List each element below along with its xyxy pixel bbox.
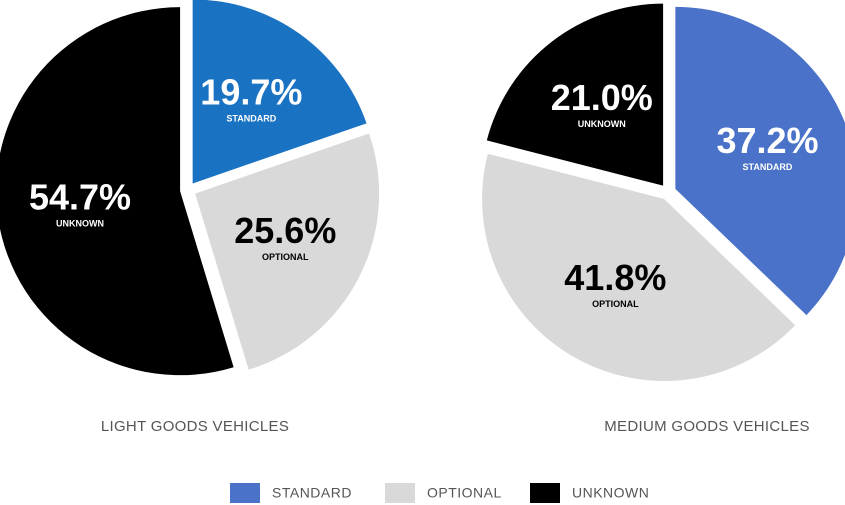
slice-label: OPTIONAL: [592, 299, 639, 309]
chart-title: LIGHT GOODS VEHICLES: [101, 418, 289, 435]
value-label: 37.2%: [716, 120, 818, 161]
legend-label: STANDARD: [272, 485, 352, 501]
slice-label: STANDARD: [743, 162, 793, 172]
chart-title: MEDIUM GOODS VEHICLES: [604, 418, 810, 435]
legend-swatch: [230, 483, 260, 503]
legend-label: OPTIONAL: [427, 485, 502, 501]
value-label: 21.0%: [551, 77, 653, 118]
slice-label: UNKNOWN: [56, 218, 104, 228]
pie-slice: [482, 153, 796, 381]
pie-slice: [192, 0, 367, 184]
legend-swatch: [530, 483, 560, 503]
slice-label: STANDARD: [226, 113, 276, 123]
pie-slice: [195, 133, 380, 370]
pie-slice: [486, 3, 664, 186]
legend-swatch: [385, 483, 415, 503]
slice-label: OPTIONAL: [262, 252, 309, 262]
pie-slice: [0, 7, 234, 376]
pie-slice: [675, 6, 845, 316]
legend-label: UNKNOWN: [572, 485, 649, 501]
value-label: 19.7%: [200, 72, 302, 113]
value-label: 25.6%: [234, 210, 336, 251]
slice-label: UNKNOWN: [578, 119, 626, 129]
value-label: 54.7%: [29, 177, 131, 218]
value-label: 41.8%: [564, 257, 666, 298]
